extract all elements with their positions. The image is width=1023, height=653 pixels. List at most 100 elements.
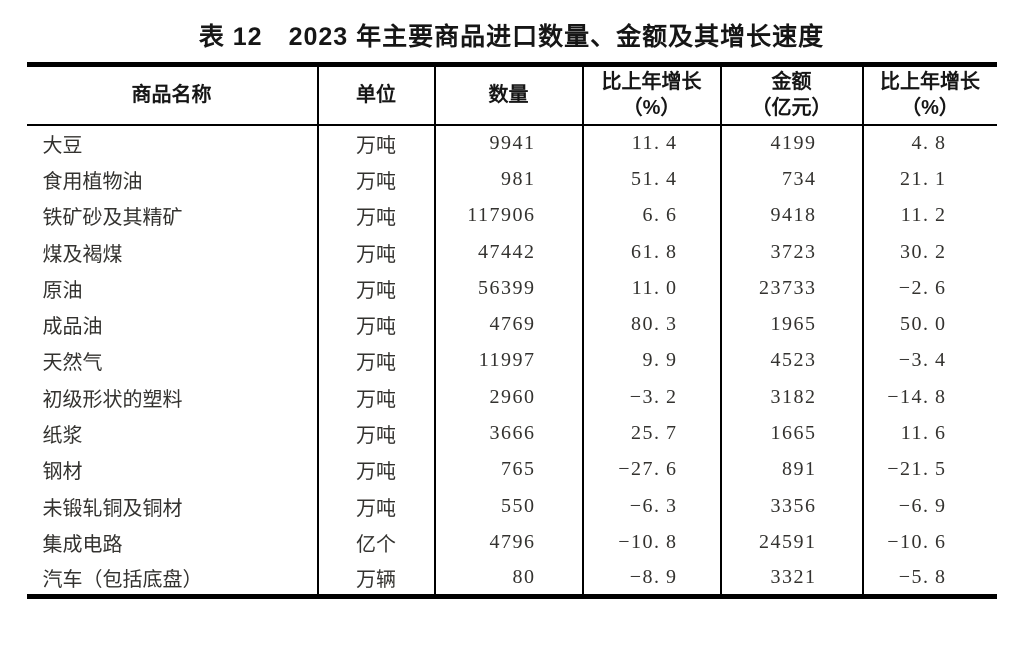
table-row: 食用植物油 万吨 981 51. 4 734 21. 1: [27, 161, 997, 198]
commodity-quantity-growth: −10. 8: [581, 524, 721, 561]
header-row: 商品名称 单位 数量 比上年增长 （%）: [26, 64, 997, 126]
commodity-unit: 万吨: [316, 342, 435, 380]
commodity-quantity: 11997: [433, 342, 583, 380]
commodity-amount-growth: −6. 9: [861, 487, 997, 525]
table-row: 天然气 万吨 11997 9. 9 4523 −3. 4: [27, 342, 997, 380]
commodity-amount: 3182: [719, 379, 863, 416]
commodity-unit: 万吨: [316, 306, 435, 343]
column-header-sublabel: （%）: [901, 97, 959, 119]
commodity-amount: 24591: [719, 524, 863, 561]
commodity-amount-growth: 4. 8: [861, 125, 997, 162]
column-header-label: 比上年增长: [880, 71, 980, 93]
commodity-amount-growth: −3. 4: [861, 342, 997, 380]
commodity-amount: 891: [719, 451, 863, 488]
commodity-quantity: 3666: [433, 415, 583, 452]
commodity-quantity-growth: 80. 3: [581, 306, 721, 343]
column-header-quantity-growth: 比上年增长 （%）: [581, 64, 721, 126]
commodity-quantity-growth: 6. 6: [581, 197, 721, 234]
commodity-quantity: 981: [433, 161, 583, 198]
commodity-amount: 4523: [719, 342, 863, 380]
commodity-quantity: 765: [433, 451, 583, 488]
commodity-quantity-growth: 9. 9: [581, 342, 721, 380]
column-header-label: 商品名称: [131, 84, 212, 106]
commodity-unit: 万吨: [316, 487, 435, 525]
column-header-label: 金额: [771, 71, 812, 93]
table-row: 汽车（包括底盘） 万辆 80 −8. 9 3321 −5. 8: [27, 560, 997, 597]
table-row: 原油 万吨 56399 11. 0 23733 −2. 6: [27, 270, 997, 307]
commodity-quantity-growth: −6. 3: [581, 487, 721, 525]
table-title: 表 12 2023 年主要商品进口数量、金额及其增长速度: [198, 23, 825, 51]
table-row: 成品油 万吨 4769 80. 3 1965 50. 0: [27, 306, 997, 343]
commodity-name: 天然气: [42, 352, 103, 375]
commodity-amount: 3723: [719, 233, 863, 271]
commodity-name: 初级形状的塑料: [42, 388, 183, 411]
commodity-quantity-growth: 11. 4: [581, 125, 721, 162]
column-header-label: 单位: [356, 84, 396, 106]
commodity-quantity: 550: [433, 487, 583, 525]
commodity-quantity: 4796: [433, 524, 583, 561]
commodity-amount: 734: [719, 161, 863, 198]
table-container: 商品名称 单位 数量 比上年增长 （%）: [26, 62, 997, 600]
commodity-amount-growth: 50. 0: [861, 306, 997, 343]
commodity-quantity-growth: 51. 4: [581, 161, 721, 198]
commodity-quantity-growth: −3. 2: [581, 379, 721, 416]
commodity-quantity: 47442: [433, 233, 583, 271]
commodity-unit: 亿个: [316, 524, 435, 561]
table-body: 大豆 万吨 9941 11. 4 4199 4. 8 食用植物油 万吨 981 …: [27, 125, 997, 597]
commodity-unit: 万吨: [316, 125, 435, 162]
commodity-amount-growth: 11. 6: [861, 415, 997, 452]
table-row: 煤及褐煤 万吨 47442 61. 8 3723 30. 2: [27, 233, 997, 271]
commodity-unit: 万辆: [316, 560, 435, 597]
commodity-quantity-growth: −27. 6: [581, 451, 721, 488]
column-header-sublabel: （亿元）: [751, 97, 832, 119]
commodity-name: 纸浆: [42, 425, 83, 448]
commodity-name: 煤及褐煤: [42, 243, 123, 266]
commodity-unit: 万吨: [316, 197, 435, 234]
commodity-amount-growth: −5. 8: [861, 560, 997, 597]
commodity-amount-growth: −2. 6: [861, 270, 997, 307]
column-header-name: 商品名称: [26, 64, 318, 126]
table-row: 钢材 万吨 765 −27. 6 891 −21. 5: [27, 451, 997, 488]
commodity-quantity: 9941: [433, 125, 583, 162]
table-row: 未锻轧铜及铜材 万吨 550 −6. 3 3356 −6. 9: [27, 487, 997, 525]
commodity-quantity: 80: [433, 560, 583, 597]
table-row: 集成电路 亿个 4796 −10. 8 24591 −10. 6: [27, 524, 997, 561]
commodity-quantity-growth: 25. 7: [581, 415, 721, 452]
commodity-quantity: 4769: [433, 306, 583, 343]
commodity-name: 铁矿砂及其精矿: [42, 207, 183, 230]
commodity-amount-growth: −10. 6: [861, 524, 997, 561]
commodity-unit: 万吨: [316, 415, 435, 452]
commodity-amount: 4199: [719, 125, 863, 162]
commodity-quantity: 117906: [433, 197, 583, 234]
commodity-amount-growth: 11. 2: [861, 197, 997, 234]
commodity-amount-growth: 21. 1: [861, 161, 997, 198]
import-commodities-table: 商品名称 单位 数量 比上年增长 （%）: [26, 62, 997, 600]
commodity-quantity: 2960: [433, 379, 583, 416]
table-row: 初级形状的塑料 万吨 2960 −3. 2 3182 −14. 8: [27, 379, 997, 416]
commodity-amount: 9418: [719, 197, 863, 234]
commodity-unit: 万吨: [316, 233, 435, 271]
column-header-amount-growth: 比上年增长 （%）: [861, 64, 997, 126]
commodity-amount-growth: 30. 2: [861, 233, 997, 271]
commodity-amount: 3321: [719, 560, 863, 597]
commodity-name: 大豆: [42, 135, 83, 158]
commodity-amount: 23733: [719, 270, 863, 307]
commodity-quantity-growth: 11. 0: [581, 270, 721, 307]
commodity-name: 食用植物油: [42, 170, 143, 193]
column-header-label: 数量: [488, 84, 529, 106]
column-header-quantity: 数量: [433, 64, 583, 126]
table-header: 商品名称 单位 数量 比上年增长 （%）: [26, 64, 997, 126]
commodity-name: 成品油: [42, 316, 103, 339]
commodity-name: 原油: [42, 279, 83, 302]
commodity-amount-growth: −21. 5: [861, 451, 997, 488]
table-row: 铁矿砂及其精矿 万吨 117906 6. 6 9418 11. 2: [27, 197, 997, 234]
column-header-sublabel: （%）: [622, 97, 681, 119]
column-header-label: 比上年增长: [601, 71, 702, 93]
title-band: 表 12 2023 年主要商品进口数量、金额及其增长速度: [0, 0, 1023, 62]
column-header-amount: 金额 （亿元）: [719, 64, 863, 126]
commodity-amount-growth: −14. 8: [861, 379, 997, 416]
commodity-amount: 1965: [719, 306, 863, 343]
commodity-quantity-growth: −8. 9: [581, 560, 721, 597]
commodity-amount: 3356: [719, 487, 863, 525]
